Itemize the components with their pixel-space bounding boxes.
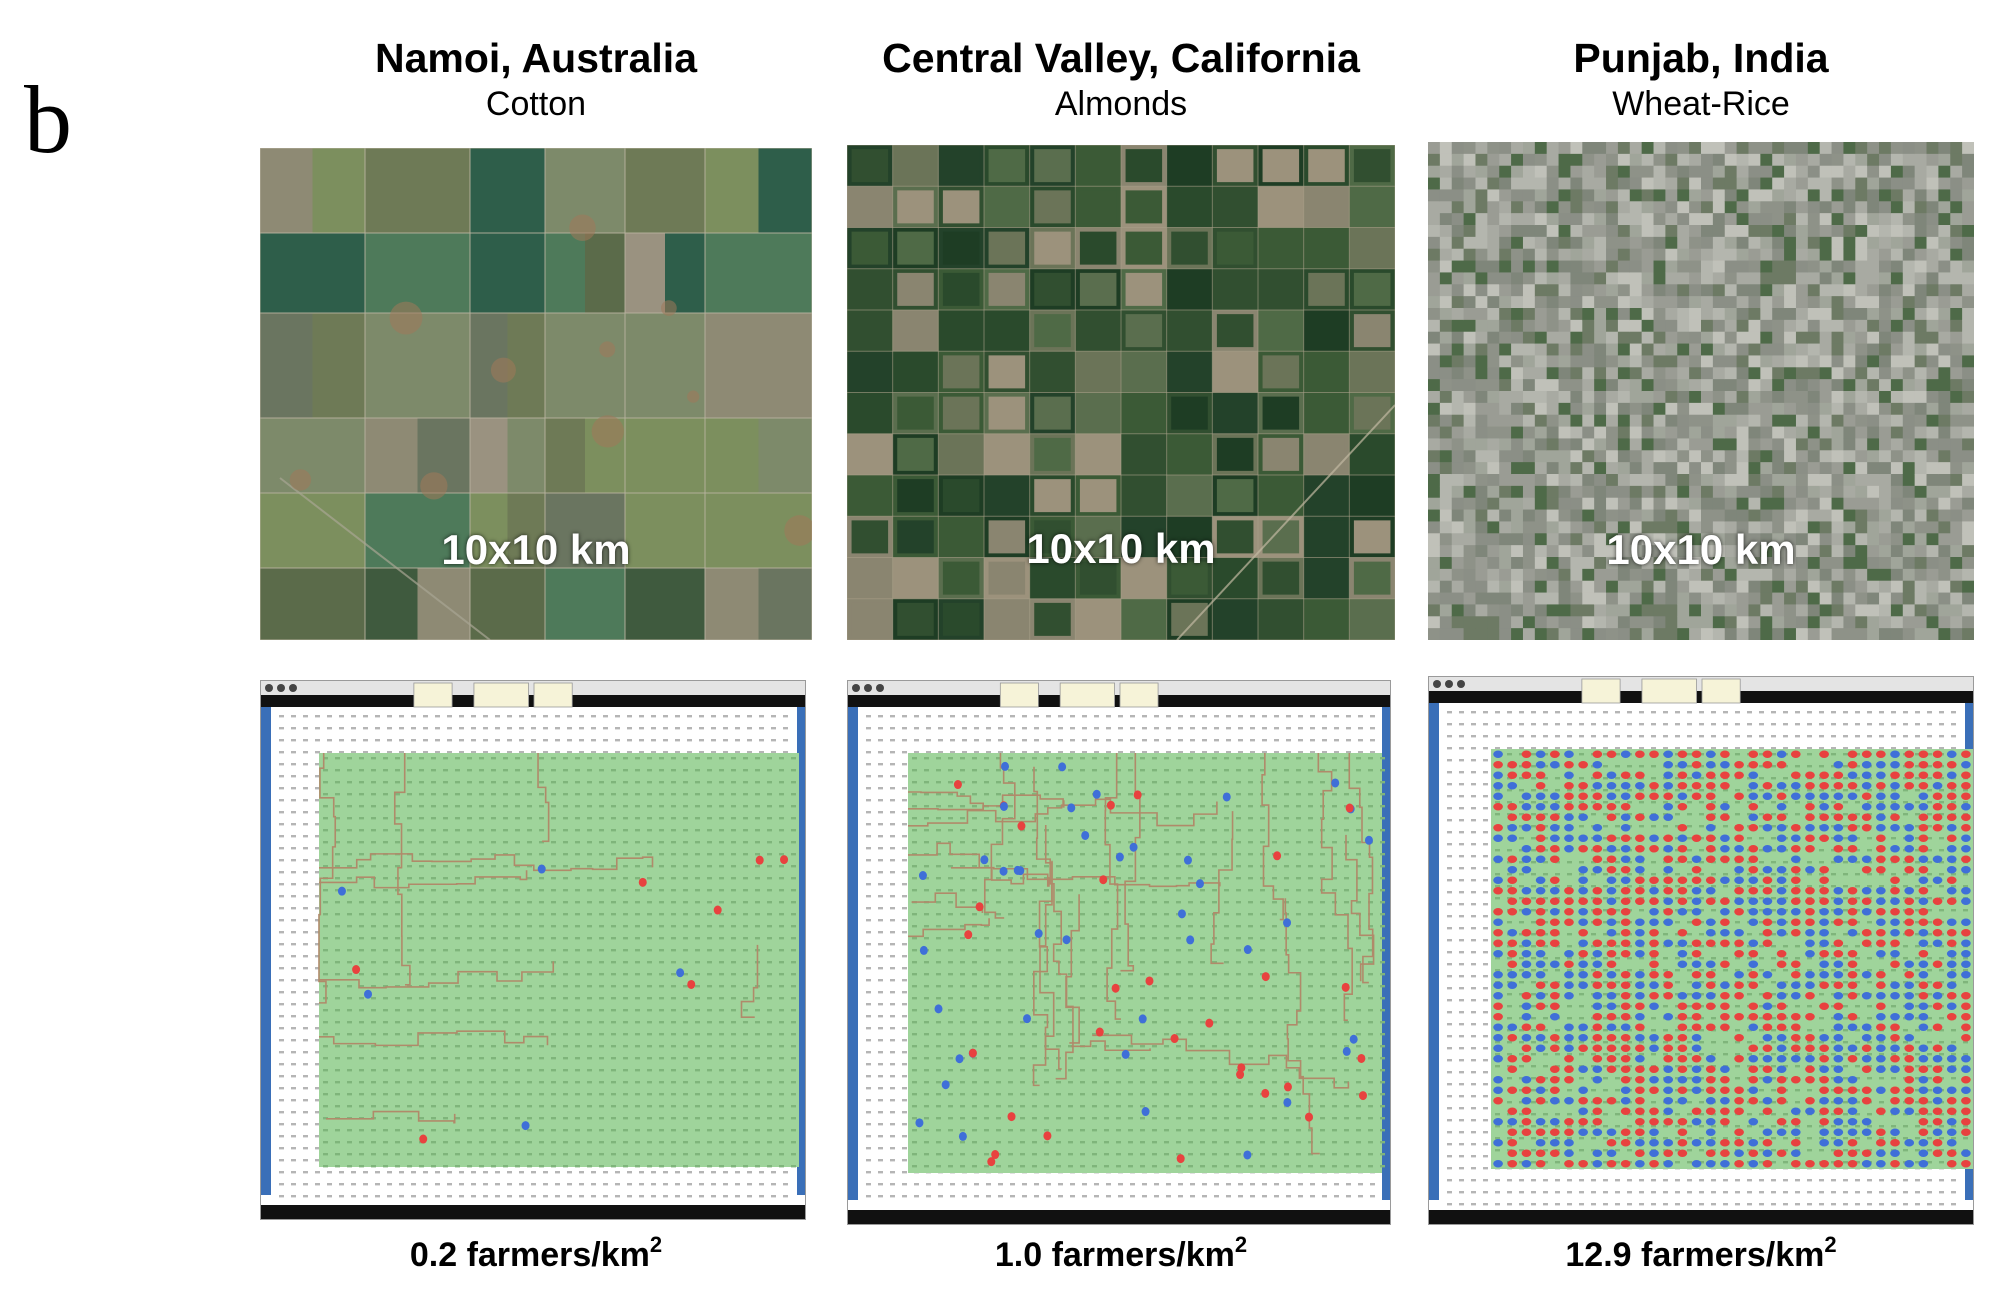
density-value: 0.2: [409, 1236, 458, 1274]
satellite-texture: [847, 145, 1395, 640]
simulation-screenshot: [847, 680, 1391, 1225]
region-title: Punjab, India: [1573, 35, 1829, 81]
crop-subtitle: Almonds: [1054, 85, 1188, 123]
density-unit-exponent: 2: [1234, 1232, 1248, 1257]
crop-subtitle: Wheat-Rice: [1612, 85, 1790, 123]
density-unit-exponent: 2: [649, 1232, 663, 1257]
satellite-texture: [260, 148, 812, 640]
simulation-screenshot: [260, 680, 806, 1220]
simulation-grid: [848, 681, 1390, 1224]
region-title: Namoi, Australia: [374, 35, 697, 81]
density-unit-exponent: 2: [1824, 1232, 1837, 1257]
scale-label: 10x10 km: [1026, 525, 1216, 572]
crop-subtitle: Cotton: [485, 85, 587, 123]
satellite-image: 10x10 km: [260, 148, 812, 640]
simulation-screenshot: [1428, 676, 1974, 1225]
farmer-density-label: 12.9 farmers/km2: [1428, 1234, 1974, 1275]
simulation-grid: [261, 681, 805, 1219]
farmer-density-label: 1.0 farmers/km2: [847, 1234, 1395, 1275]
farmer-density-label: 0.2 farmers/km2: [260, 1234, 812, 1275]
region-title: Central Valley, California: [882, 35, 1360, 81]
density-value: 12.9: [1565, 1236, 1632, 1274]
density-value: 1.0: [994, 1236, 1043, 1274]
scale-label: 10x10 km: [441, 526, 631, 573]
satellite-image: 10x10 km: [847, 145, 1395, 640]
density-unit: farmers/km: [466, 1236, 650, 1274]
density-unit: farmers/km: [1641, 1236, 1825, 1274]
scale-label: 10x10 km: [1606, 526, 1796, 573]
simulation-grid: [1429, 677, 1973, 1224]
satellite-image: 10x10 km: [1428, 142, 1974, 640]
panel-label: b: [24, 66, 72, 173]
density-unit: farmers/km: [1051, 1236, 1235, 1274]
satellite-texture: [1428, 142, 1974, 640]
